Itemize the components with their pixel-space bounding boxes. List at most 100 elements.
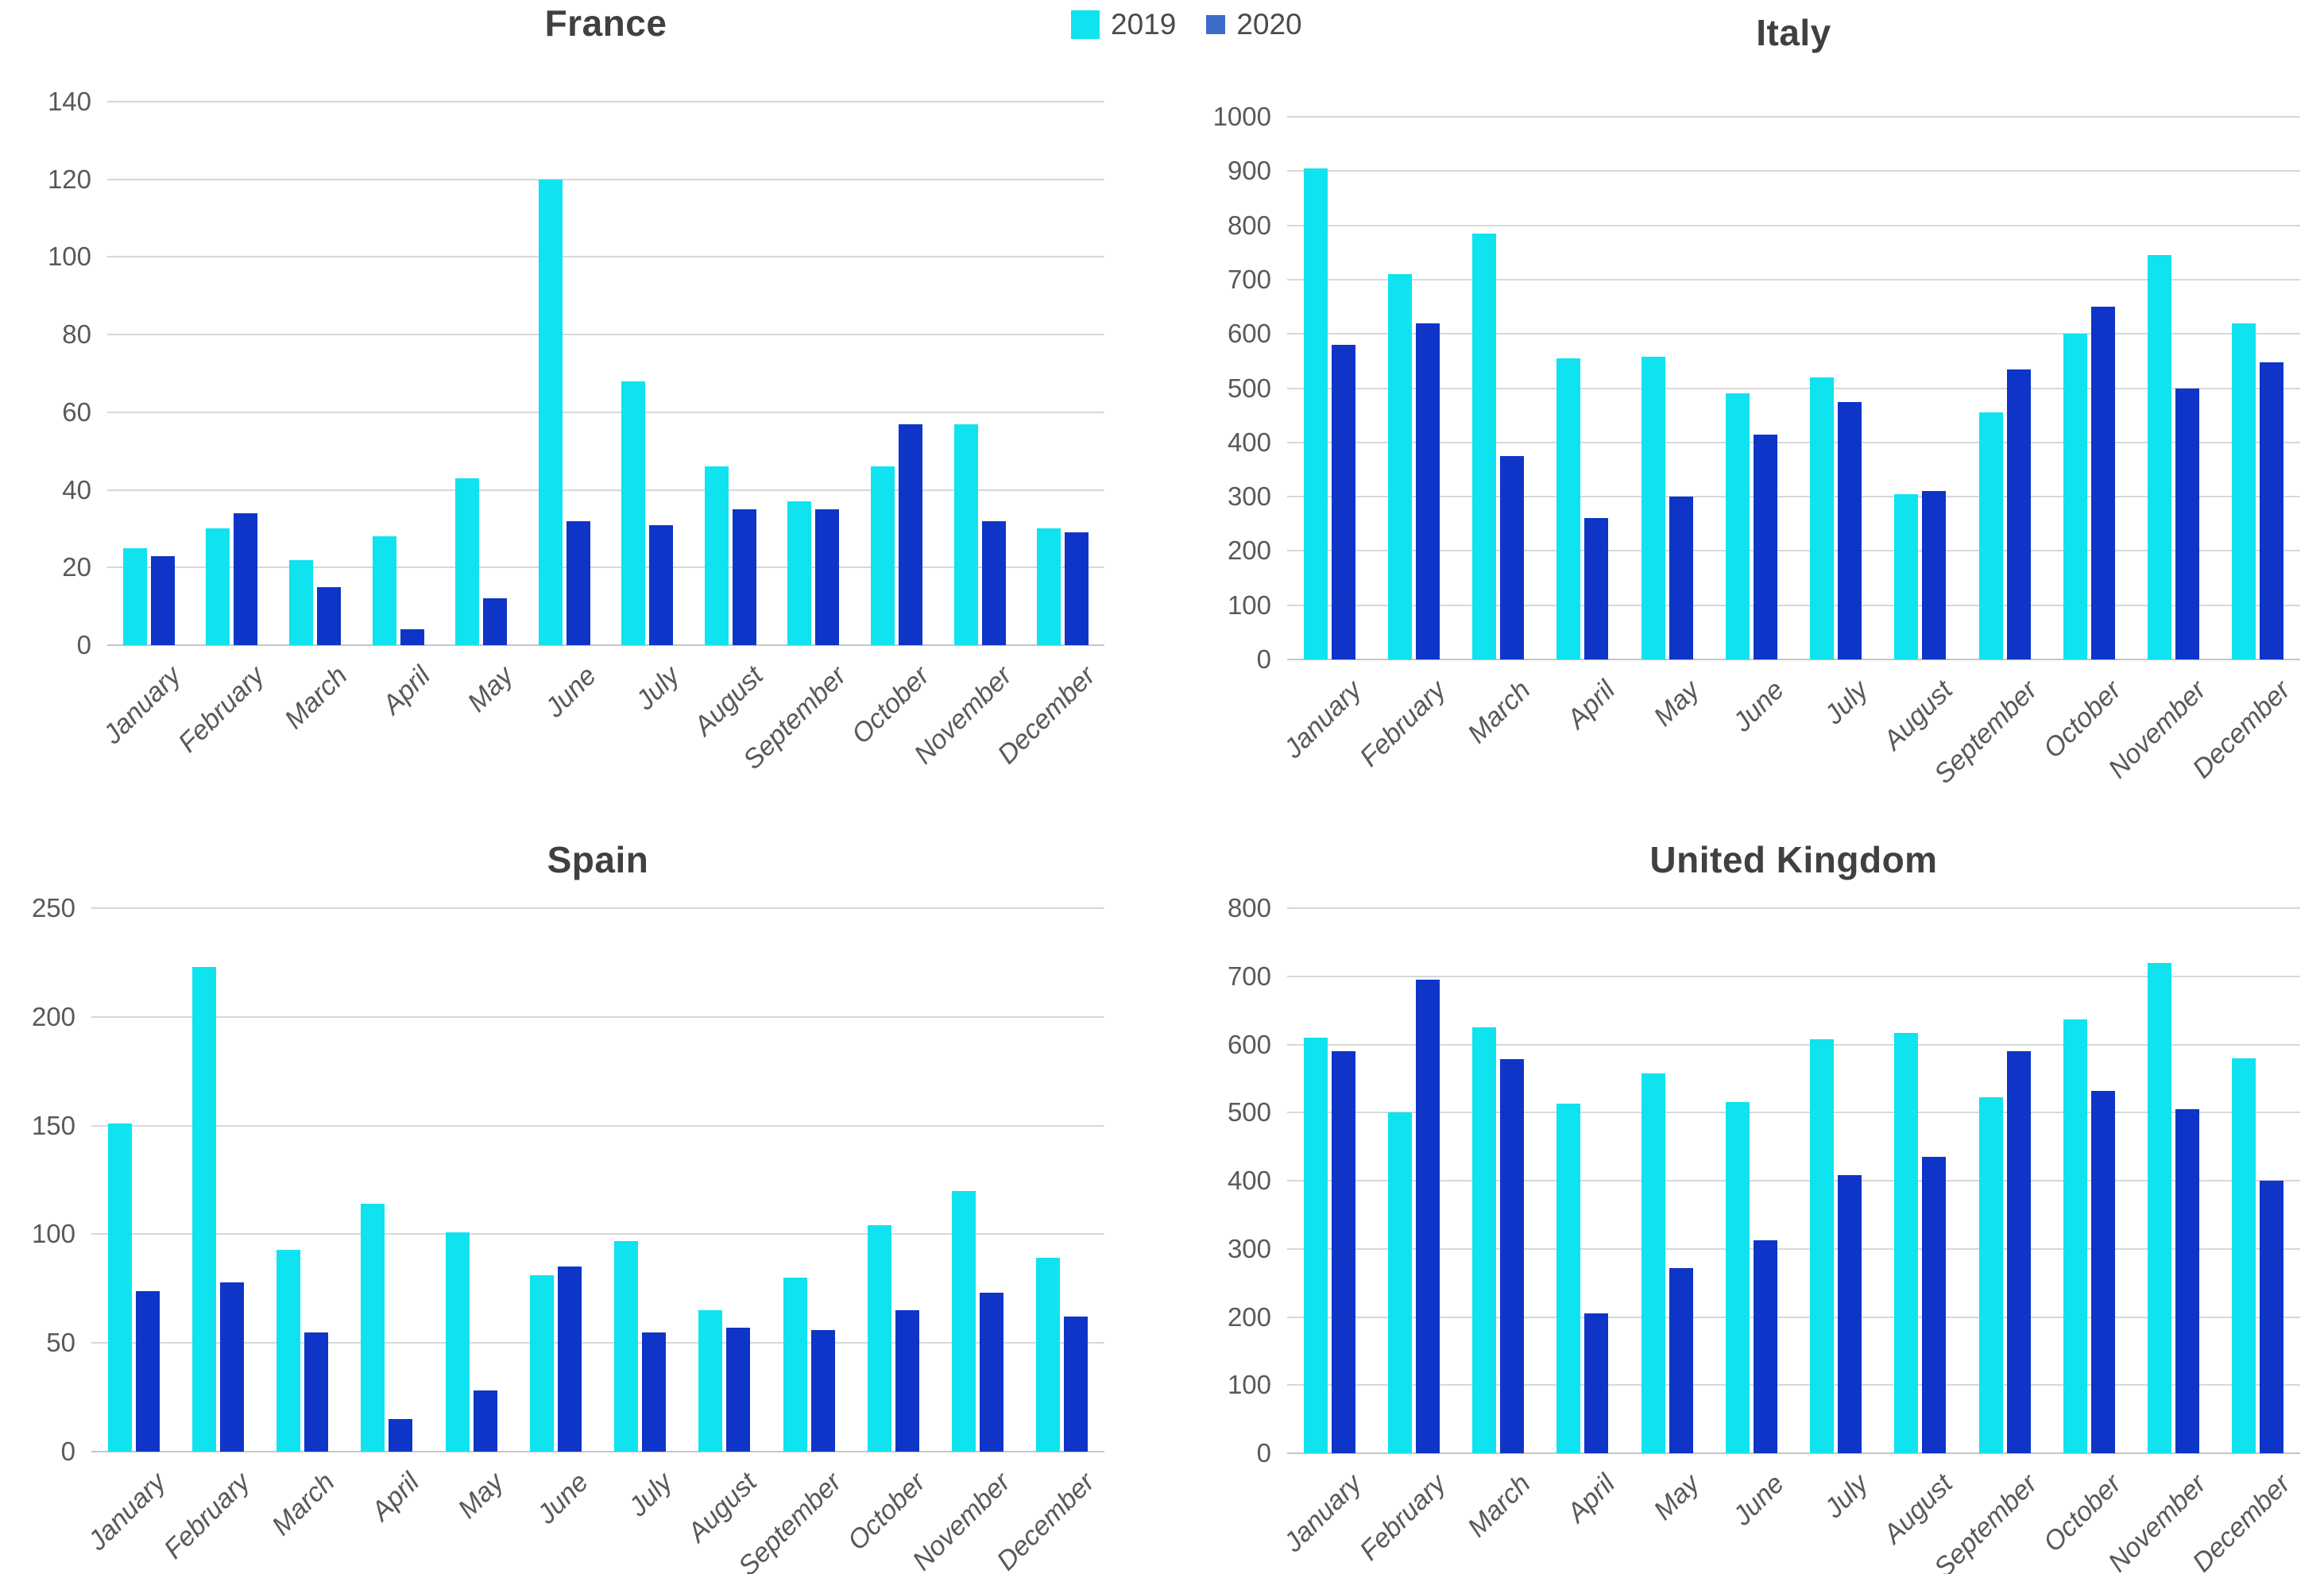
gridline	[107, 256, 1104, 258]
x-category-label: March	[278, 660, 354, 735]
y-tick-label: 100	[31, 1219, 75, 1249]
gridline	[1287, 496, 2300, 498]
y-tick-label: 900	[1227, 156, 1271, 186]
bar-2020-december	[2260, 362, 2284, 659]
y-tick-label: 50	[46, 1328, 75, 1358]
bar-2019-august	[704, 466, 729, 645]
y-tick-label: 1000	[1212, 102, 1271, 131]
y-tick-label: 0	[76, 630, 91, 659]
legend-label-2019: 2019	[1111, 8, 1177, 41]
bar-2019-december	[1036, 1258, 1061, 1452]
gridline	[91, 1342, 1104, 1344]
y-tick-label: 20	[62, 552, 91, 582]
bar-2019-november	[2148, 255, 2172, 659]
bar-2020-january	[1331, 1051, 1355, 1453]
x-category-label: June	[1727, 675, 1790, 738]
x-category-label: April	[1561, 1468, 1622, 1529]
y-tick-label: 200	[1227, 536, 1271, 566]
bar-2020-june	[557, 1267, 582, 1452]
x-category-label: July	[1819, 1468, 1874, 1524]
gridline	[1287, 1316, 2300, 1318]
bar-2019-february	[191, 966, 216, 1452]
bar-2020-october	[899, 423, 923, 645]
gridline	[1287, 1043, 2300, 1046]
y-tick-label: 200	[31, 1001, 75, 1031]
bar-2019-june	[529, 1275, 554, 1452]
bar-2019-july	[621, 381, 646, 645]
bar-2019-may	[1641, 356, 1665, 659]
x-category-label: February	[1354, 675, 1452, 773]
bar-2020-march	[1500, 455, 1525, 659]
gridline	[1287, 224, 2300, 226]
y-tick-label: 120	[47, 164, 91, 194]
gridline	[107, 334, 1104, 336]
gridline	[1287, 387, 2300, 389]
x-category-label: March	[1462, 675, 1537, 749]
bar-2020-march	[316, 586, 341, 645]
y-tick-label: 100	[1227, 1370, 1271, 1400]
gridline	[1287, 1180, 2300, 1181]
bar-2020-september	[2006, 1051, 2031, 1453]
bar-2020-july	[1838, 401, 1862, 659]
bar-2020-february	[219, 1282, 244, 1452]
x-category-label: July	[630, 660, 686, 716]
bar-2020-december	[1065, 532, 1089, 645]
chart-italy: Italy 0 100 200 300 400 500 600 700 800 900 1000 Ja…	[1192, 0, 2324, 826]
bar-2019-february	[1387, 274, 1412, 659]
x-category-label: June	[531, 1467, 594, 1530]
gridline	[107, 101, 1104, 102]
bar-2019-august	[698, 1310, 723, 1452]
bar-2020-november	[2175, 388, 2200, 659]
gridline	[1287, 441, 2300, 443]
gridline	[1287, 907, 2300, 909]
legend-swatch-2020	[1206, 15, 1226, 34]
bar-2020-september	[815, 509, 840, 645]
y-tick-label: 140	[47, 87, 91, 116]
bar-2020-april	[1584, 1313, 1609, 1453]
y-tick-label: 0	[1256, 1438, 1271, 1468]
bar-2020-may	[1669, 497, 1693, 659]
gridline	[107, 411, 1104, 413]
bar-2020-february	[1415, 980, 1440, 1453]
gridline	[107, 178, 1104, 180]
bar-2020-june	[1753, 1240, 1777, 1453]
x-axis-line	[91, 1451, 1104, 1452]
bar-2019-march	[276, 1249, 301, 1452]
chart-spain: Spain 0 50 100 150 200 250 January February Marc…	[0, 834, 1162, 1574]
bar-2019-june	[1725, 393, 1750, 659]
gridline	[91, 1233, 1104, 1236]
x-category-label: August	[682, 1467, 764, 1549]
y-tick-label: 80	[62, 319, 91, 350]
y-tick-label: 700	[1227, 961, 1271, 991]
chart-title-uk: United Kingdom	[1649, 839, 1938, 880]
bar-2020-march	[1500, 1059, 1525, 1453]
bar-2020-june	[566, 520, 590, 645]
y-tick-label: 500	[1227, 373, 1271, 403]
bar-2020-october	[2090, 1090, 2115, 1453]
bar-2019-october	[871, 466, 895, 645]
gridline	[107, 567, 1104, 569]
bar-2019-january	[122, 547, 147, 645]
bar-2019-april	[372, 536, 396, 645]
legend-swatch-2019	[1071, 10, 1100, 39]
bar-2020-november	[981, 520, 1006, 645]
y-tick-label: 0	[60, 1437, 75, 1466]
bar-2019-december	[2232, 323, 2256, 659]
bar-2020-august	[726, 1328, 751, 1452]
bar-2020-april	[1584, 518, 1609, 659]
bar-2019-september	[787, 501, 812, 645]
x-category-label: April	[1561, 675, 1622, 735]
plot-area-france: 0 20 40 60 80 100 120 140 January February March Ap…	[0, 0, 1162, 826]
bar-2019-january	[107, 1123, 132, 1452]
bar-2019-january	[1303, 1037, 1328, 1453]
plot-area-uk: 0 100 200 300 400 500 600 700 800 January February…	[1192, 834, 2324, 1574]
gridline	[91, 1124, 1104, 1127]
y-tick-label: 600	[1227, 319, 1271, 349]
gridline	[1287, 975, 2300, 977]
gridline	[1287, 550, 2300, 552]
y-tick-label: 150	[31, 1110, 75, 1140]
y-tick-label: 40	[62, 474, 91, 505]
bar-2019-march	[1472, 233, 1497, 659]
y-tick-label: 800	[1227, 210, 1271, 240]
bar-2020-july	[649, 524, 674, 645]
